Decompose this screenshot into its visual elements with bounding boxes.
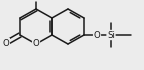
Text: O: O: [33, 39, 39, 49]
Text: O: O: [94, 31, 100, 39]
Text: O: O: [3, 38, 9, 48]
Text: Si: Si: [107, 31, 115, 39]
